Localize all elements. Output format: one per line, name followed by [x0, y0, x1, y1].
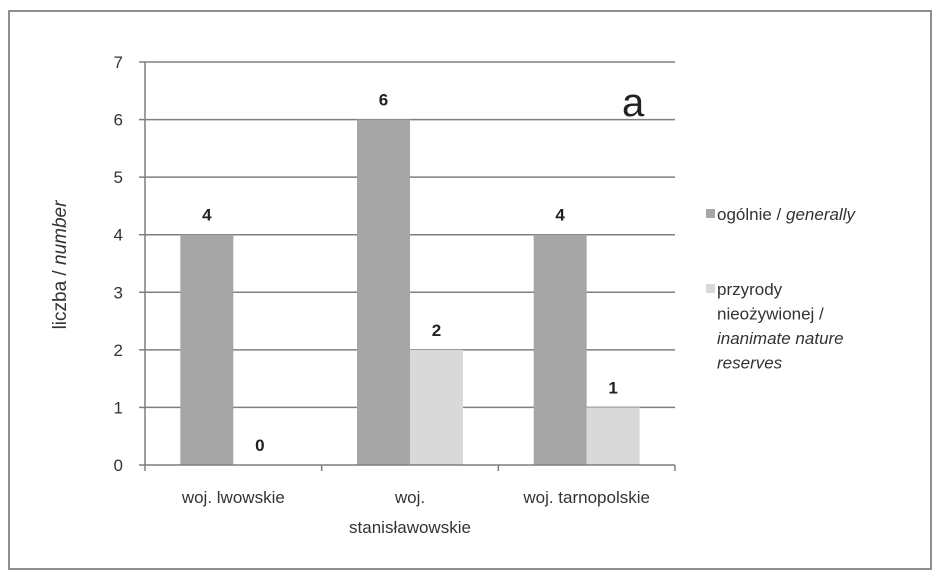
- y-tick-label: 7: [114, 53, 123, 72]
- y-tick-label: 2: [114, 341, 123, 360]
- legend-entry-text: nieożywionej /: [717, 305, 824, 324]
- y-axis-label-main: liczba /: [50, 265, 71, 329]
- y-tick-label: 6: [114, 111, 123, 130]
- legend-entry-text: przyrody: [717, 280, 783, 299]
- legend-entry-text: reserves: [717, 354, 783, 373]
- y-tick-label: 1: [114, 398, 123, 417]
- chart: 0 1 2 3 4 5 6 7 4 0 woj. lwowskie 6 2 woj. stanisławo…: [50, 53, 856, 537]
- data-label: 2: [432, 321, 441, 340]
- data-label: 6: [379, 91, 388, 110]
- bar: [586, 407, 640, 465]
- data-label: 1: [608, 378, 617, 397]
- x-category-label: stanisławowskie: [349, 518, 471, 537]
- legend-text-italic: reserves: [717, 354, 783, 373]
- chart-frame: [8, 10, 932, 570]
- label-layer: 4 0 woj. lwowskie 6 2 woj. stanisławowskie 4 1 wo…: [181, 91, 650, 537]
- x-category-label: woj. lwowskie: [181, 488, 285, 507]
- y-axis-label: liczba / number: [50, 200, 71, 330]
- x-category-label: woj.: [394, 488, 425, 507]
- panel-label: a: [622, 81, 645, 125]
- bar: [180, 234, 234, 465]
- bar-layer: [180, 119, 640, 466]
- legend: ogólnie / generally przyrody nieożywionej …: [706, 205, 856, 373]
- bar: [410, 349, 463, 465]
- y-tick-label: 4: [114, 226, 123, 245]
- bar: [533, 234, 587, 465]
- y-tick-label: 5: [114, 168, 123, 187]
- y-tick-label: 3: [114, 283, 123, 302]
- data-label: 4: [555, 206, 565, 225]
- legend-entry-text: ogólnie / generally: [717, 205, 856, 224]
- y-axis-label-italic: number: [50, 200, 71, 265]
- legend-text-plain: nieożywionej /: [717, 305, 824, 324]
- legend-text-italic: generally: [786, 205, 856, 224]
- axis-layer: 0 1 2 3 4 5 6 7: [114, 53, 676, 475]
- bar: [357, 119, 410, 466]
- legend-text-plain: ogólnie /: [717, 205, 786, 224]
- legend-swatch: [706, 284, 715, 293]
- data-label: 0: [255, 436, 264, 455]
- x-category-label: woj. tarnopolskie: [522, 488, 650, 507]
- legend-entry-text: inanimate nature: [717, 329, 844, 348]
- legend-text-italic: inanimate nature: [717, 329, 844, 348]
- y-tick-label: 0: [114, 456, 123, 475]
- legend-text-plain: przyrody: [717, 280, 783, 299]
- legend-swatch: [706, 209, 715, 218]
- data-label: 4: [202, 206, 212, 225]
